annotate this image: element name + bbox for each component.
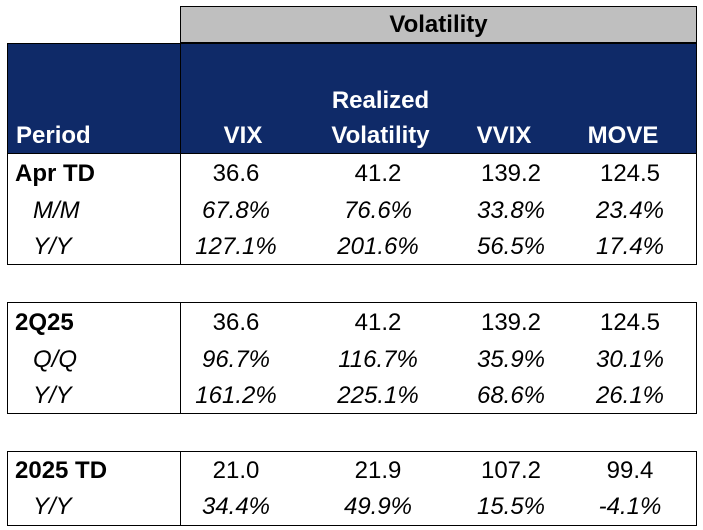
volatility-group-header: Volatility <box>180 6 697 43</box>
row-label: Y/Y <box>33 493 72 520</box>
row-label: Y/Y <box>33 233 72 260</box>
table-row: Q/Q 96.7% 116.7% 35.9% 30.1% <box>8 341 696 378</box>
vix-value: 96.7% <box>201 346 271 373</box>
table-row: Y/Y 127.1% 201.6% 56.5% 17.4% <box>8 228 696 265</box>
realized-column-header-line1: Realized <box>331 87 430 114</box>
move-value: 124.5 <box>599 160 661 187</box>
vvix-value: 33.8% <box>476 197 546 224</box>
realized-value: 76.6% <box>343 197 413 224</box>
vix-value: 21.0 <box>212 457 260 484</box>
table-row: 2Q25 36.6 41.2 139.2 124.5 <box>8 304 696 341</box>
header-divider <box>180 44 181 153</box>
realized-value: 49.9% <box>343 493 413 520</box>
move-value: 124.5 <box>599 309 661 336</box>
move-value: 26.1% <box>595 382 665 409</box>
vvix-column-header: VVIX <box>476 122 532 149</box>
realized-column-header-line2: Volatility <box>331 122 430 149</box>
row-label: 2Q25 <box>15 309 74 336</box>
vix-value: 36.6 <box>212 160 260 187</box>
vix-value: 34.4% <box>201 493 271 520</box>
block-divider <box>180 303 181 413</box>
row-label: Apr TD <box>15 160 95 187</box>
block-divider <box>180 452 181 525</box>
move-value: 99.4 <box>606 457 654 484</box>
table-row: Y/Y 34.4% 49.9% 15.5% -4.1% <box>8 488 696 525</box>
table-row: 2025 TD 21.0 21.9 107.2 99.4 <box>8 452 696 489</box>
move-value: 23.4% <box>595 197 665 224</box>
2q25-block: 2Q25 36.6 41.2 139.2 124.5 Q/Q 96.7% 116… <box>7 302 697 414</box>
vix-value: 67.8% <box>201 197 271 224</box>
realized-value: 116.7% <box>338 346 418 373</box>
table-row: M/M 67.8% 76.6% 33.8% 23.4% <box>8 192 696 229</box>
vvix-value: 139.2 <box>480 309 542 336</box>
realized-value: 41.2 <box>354 309 402 336</box>
realized-value: 41.2 <box>354 160 402 187</box>
move-value: 17.4% <box>595 233 665 260</box>
vvix-value: 68.6% <box>476 382 546 409</box>
april-td-block: Apr TD 36.6 41.2 139.2 124.5 M/M 67.8% 7… <box>7 153 697 265</box>
column-header-row: Period VIX Realized Volatility VVIX MOVE <box>7 43 697 154</box>
vvix-value: 139.2 <box>480 160 542 187</box>
table-row: Apr TD 36.6 41.2 139.2 124.5 <box>8 155 696 192</box>
move-value: -4.1% <box>598 493 662 520</box>
vix-value: 161.2% <box>195 382 277 409</box>
vvix-value: 35.9% <box>476 346 546 373</box>
vvix-value: 56.5% <box>476 233 546 260</box>
vix-value: 127.1% <box>195 233 277 260</box>
block-divider <box>180 154 181 264</box>
row-label: Y/Y <box>33 382 72 409</box>
move-column-header: MOVE <box>587 122 659 149</box>
row-label: Q/Q <box>33 346 78 373</box>
table-row: Y/Y 161.2% 225.1% 68.6% 26.1% <box>8 377 696 414</box>
realized-value: 201.6% <box>337 233 419 260</box>
realized-value: 21.9 <box>354 457 402 484</box>
vvix-value: 15.5% <box>476 493 546 520</box>
vix-value: 36.6 <box>212 309 260 336</box>
2025-td-block: 2025 TD 21.0 21.9 107.2 99.4 Y/Y 34.4% 4… <box>7 451 697 526</box>
vvix-value: 107.2 <box>480 457 542 484</box>
vix-column-header: VIX <box>223 122 263 149</box>
row-label: M/M <box>33 197 80 224</box>
row-label: 2025 TD <box>15 457 108 484</box>
realized-value: 225.1% <box>337 382 419 409</box>
period-column-header: Period <box>16 122 91 149</box>
move-value: 30.1% <box>595 346 665 373</box>
